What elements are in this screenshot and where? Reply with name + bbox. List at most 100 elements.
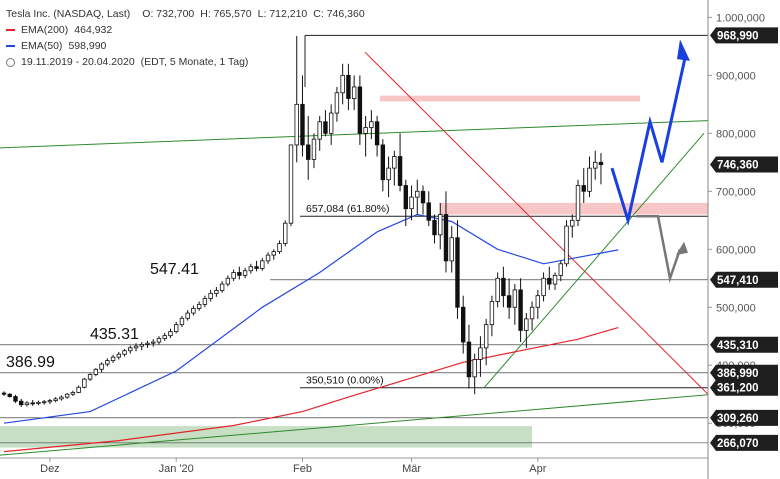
candle-body — [53, 398, 58, 402]
candle-body — [41, 401, 47, 404]
candle-body — [426, 202, 431, 221]
candle-body — [483, 324, 489, 349]
ema200-line — [3, 327, 619, 453]
candle-body — [248, 266, 254, 272]
candle-body — [30, 402, 35, 405]
y-tick-label: 500,000 — [716, 302, 756, 314]
candle-body — [82, 378, 87, 388]
candle-body — [173, 324, 179, 333]
level-annotation: 435.31 — [90, 326, 139, 343]
candle-body — [438, 214, 443, 236]
candle-body — [277, 243, 282, 253]
candle-body — [518, 289, 523, 331]
candle-body — [122, 350, 127, 355]
ohlc-low: L: 712,210 — [257, 8, 308, 20]
candle-body — [541, 277, 546, 297]
candle-body — [357, 86, 363, 134]
candle-body — [156, 338, 162, 343]
candle-body — [36, 401, 41, 404]
candle-body — [506, 295, 512, 308]
candle-body — [151, 341, 156, 344]
candle-body — [501, 277, 506, 297]
price-tag: 435,310 — [710, 336, 778, 353]
candle-body — [403, 185, 408, 210]
period-range: 19.11.2019 - 20.04.2020 — [21, 56, 135, 68]
fib-label: 350,510 (0.00%) — [306, 375, 384, 387]
candle-body — [598, 161, 604, 166]
candle-body — [380, 144, 386, 181]
candle-body — [219, 283, 225, 291]
ohlc-close: C: 746,360 — [313, 8, 365, 20]
support-trend-line — [483, 133, 705, 389]
price-tag-label: 435,310 — [717, 340, 759, 352]
price-tag: 386,990 — [710, 364, 778, 381]
candle-body — [24, 402, 30, 406]
candle-body — [145, 342, 150, 345]
x-tick-label: Jan '20 — [159, 463, 194, 475]
candle-body — [254, 266, 259, 269]
candle-body — [575, 185, 581, 221]
candle-body — [59, 396, 64, 400]
candle-body — [283, 222, 288, 244]
candle-body — [351, 86, 357, 99]
ema50-label: EMA(50) — [21, 40, 63, 52]
candle-body — [93, 368, 99, 375]
price-tag-box — [710, 336, 778, 353]
y-tick-label: 1.000,000 — [716, 12, 765, 24]
ema200-swatch — [6, 29, 15, 31]
bearish-projection-path — [636, 214, 682, 284]
candle-body — [110, 356, 116, 362]
candle-body — [225, 277, 231, 285]
candle-body — [346, 74, 351, 99]
bullish-projection-path — [610, 57, 687, 227]
price-tag: 746,360 — [710, 156, 778, 173]
candle-body — [512, 289, 518, 308]
candle-body — [231, 272, 236, 279]
price-tag-box — [710, 156, 778, 173]
candle-body — [185, 312, 190, 319]
candle-body — [386, 167, 391, 181]
candle-body — [409, 196, 414, 210]
candle-body — [529, 306, 535, 320]
candle-body — [415, 190, 420, 198]
downtrend-line — [364, 51, 709, 395]
candle-body — [392, 156, 397, 169]
candle-body — [524, 318, 529, 331]
candle-body — [7, 393, 12, 397]
candle-body — [317, 121, 322, 140]
candle-body — [587, 167, 592, 192]
y-tick-label: 700,000 — [716, 186, 756, 198]
candle-body — [271, 251, 276, 256]
candle-body — [323, 121, 328, 134]
price-tag-box — [710, 379, 778, 396]
candle-body — [397, 156, 403, 186]
candle-body — [202, 298, 208, 305]
candle-body — [214, 290, 219, 294]
candle-body — [139, 343, 144, 347]
ema50-swatch — [6, 45, 15, 47]
candle-body — [208, 292, 213, 299]
price-tag-label: 309,260 — [717, 413, 759, 425]
ohlc-open: O: 732,700 — [142, 8, 195, 20]
candle-body — [432, 219, 437, 236]
price-tag: 266,070 — [710, 434, 778, 451]
candle-body — [294, 103, 299, 146]
candle-body — [552, 274, 558, 285]
legend-title: Tesla Inc. (NASDAQ, Last) — [6, 8, 131, 20]
candle-body — [191, 308, 196, 314]
candle-body — [105, 360, 110, 365]
candle-body — [1, 392, 7, 395]
legend-title-row: Tesla Inc. (NASDAQ, Last) O: 732,700 H: … — [6, 6, 371, 22]
price-tag-box — [710, 27, 778, 44]
candle-body — [570, 219, 575, 227]
candle-body — [489, 301, 495, 326]
bullish-projection-arrowhead — [677, 39, 690, 61]
ema50-value: 598,990 — [68, 40, 107, 52]
candle-body — [242, 270, 248, 276]
candle-body — [128, 347, 133, 352]
price-tag: 968,990 — [710, 27, 778, 44]
candle-body — [19, 400, 24, 406]
candle-body — [179, 317, 185, 326]
price-tag-label: 547,410 — [717, 275, 759, 287]
